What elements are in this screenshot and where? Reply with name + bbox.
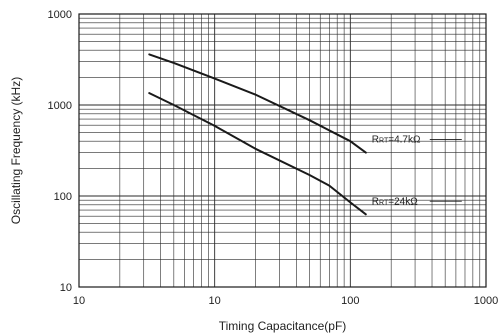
series-line-1 — [148, 53, 367, 154]
y-tick-label: 1000 — [48, 100, 72, 112]
y-tick-label: 100 — [54, 191, 72, 203]
x-tick-labels: 10 10 100 1000 — [73, 295, 498, 307]
y-axis-label: Oscillating Frequency (kHz) — [9, 77, 23, 224]
x-tick-label: 10 — [209, 295, 221, 307]
grid — [79, 14, 486, 287]
series-label-1: RRT=4.7kΩ — [372, 135, 421, 146]
x-tick-label: 100 — [341, 295, 359, 307]
series-label-2: RRT=24kΩ — [372, 196, 418, 207]
plot-frame — [78, 13, 487, 288]
series-lines — [148, 53, 367, 216]
y-tick-label: 1000 — [48, 9, 72, 21]
series-line-2 — [148, 92, 367, 216]
y-tick-labels: 10 100 1000 1000 — [48, 9, 72, 294]
x-axis-label: Timing Capacitance(pF) — [219, 319, 347, 333]
series-labels: RRT=4.7kΩ RRT=24kΩ — [372, 135, 462, 207]
x-tick-label: 10 — [73, 295, 85, 307]
x-tick-label: 1000 — [474, 295, 498, 307]
y-tick-label: 10 — [60, 282, 72, 294]
